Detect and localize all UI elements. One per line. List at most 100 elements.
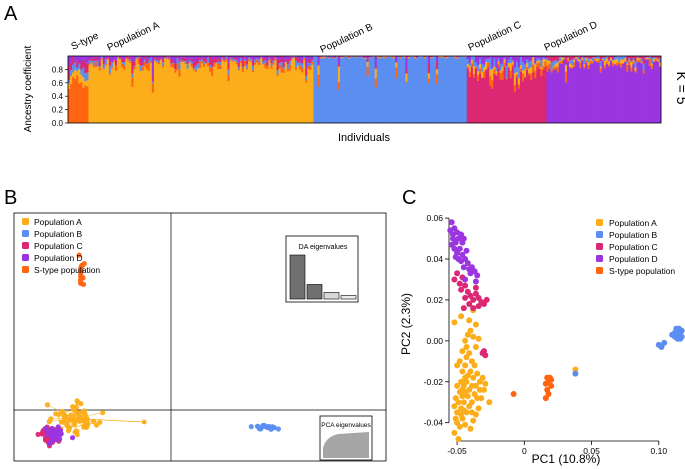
- admixture-bar-population-a-pop_d: [186, 56, 189, 62]
- admixture-bar-population-b-pop_d: [317, 56, 320, 65]
- admixture-bar-population-c-pop_b: [515, 61, 519, 73]
- dapc-point-population-a-outlier: [141, 419, 147, 425]
- pca-point-population-c: [483, 296, 490, 303]
- admixture-bar-population-a-pop_d: [284, 56, 288, 60]
- admixture-bar-population-c-pop_b: [483, 64, 486, 68]
- admixture-bar-population-a-pop_c: [286, 59, 290, 65]
- admixture-bar-population-d-s_type: [605, 62, 609, 64]
- group-label-population-b: Population B: [319, 22, 375, 56]
- admixture-bar-population-a-pop_c: [96, 59, 100, 61]
- admixture-bar-population-d-pop_b: [646, 57, 650, 58]
- admixture-bar-population-a-s_type: [249, 60, 253, 62]
- admixture-bar-population-b-pop_c: [436, 61, 439, 70]
- admixture-bar-population-d-pop_c: [583, 56, 586, 58]
- admixture-bar-population-a-pop_c: [245, 60, 249, 65]
- admixture-bar-population-a-s_type: [223, 60, 226, 63]
- admixture-bar-population-a-pop_b: [254, 59, 257, 63]
- admixture-bar-population-d-pop_c: [626, 56, 629, 62]
- admixture-bar-population-d-pop_a: [605, 58, 609, 62]
- admixture-bar-population-a-pop_d: [129, 56, 132, 58]
- dapc-legend-label-population-a: Population A: [34, 217, 82, 227]
- admixture-bar-population-d-s_type: [560, 60, 564, 65]
- admixture-bar-population-c-s_type: [517, 84, 521, 89]
- admixture-bar-population-d-pop_a: [603, 60, 607, 66]
- pca-point-population-b: [661, 339, 668, 346]
- admixture-bar-s-type-s_type: [84, 85, 87, 123]
- admixture-bar-population-d-pop_c: [640, 56, 643, 59]
- admixture-bar-population-c-pop_d: [474, 56, 478, 63]
- admixture-bar-population-d-pop_b: [626, 61, 629, 64]
- admixture-bar-population-d-pop_c: [581, 56, 584, 58]
- admixture-bar-population-a-pop_c: [94, 56, 97, 62]
- admixture-bar-population-d-pop_b: [607, 60, 611, 62]
- admixture-bar-population-c-s_type: [466, 66, 470, 69]
- pca-point-population-a: [468, 409, 475, 416]
- admixture-bar-population-b-pop_c: [354, 56, 357, 57]
- pca-point-population-c: [460, 305, 467, 312]
- pca-point-population-a: [474, 395, 481, 402]
- admixture-bar-population-b-s_type: [427, 78, 431, 83]
- admixture-bar-population-c-pop_c: [499, 79, 502, 123]
- admixture-bar-population-d-s_type: [628, 61, 631, 65]
- admixture-bar-population-d-pop_b: [581, 57, 584, 59]
- admixture-bar-population-b-pop_b: [329, 56, 333, 124]
- dapc-point-population-b: [266, 424, 272, 431]
- admixture-bar-population-a-pop_a: [160, 60, 163, 123]
- admixture-bar-population-c-pop_d: [540, 56, 543, 61]
- admixture-bar-population-a-pop_b: [270, 63, 273, 67]
- admixture-bar-population-c-s_type: [495, 73, 498, 76]
- pca-point-population-a: [452, 415, 459, 422]
- admixture-bar-population-d-s_type: [642, 70, 645, 74]
- admixture-bar-population-a-pop_b: [209, 65, 212, 68]
- admixture-bar-population-d-s_type: [618, 61, 621, 65]
- admixture-bar-population-c-pop_d: [481, 56, 484, 64]
- admixture-bar-population-c-pop_d: [483, 56, 486, 65]
- dapc-point-population-a: [97, 419, 103, 425]
- admixture-bar-population-d-pop_d: [630, 71, 633, 123]
- dapc-point-s-type-population: [78, 274, 84, 280]
- dapc-point-population-a: [73, 418, 79, 424]
- admixture-bar-population-a-pop_a: [176, 70, 179, 123]
- admixture-bar-population-d-pop_b: [640, 58, 643, 62]
- group-label-s-type: S-type: [70, 30, 101, 52]
- admixture-bar-population-a-pop_d: [115, 56, 118, 61]
- admixture-bar-s-type-pop_a: [68, 83, 71, 89]
- admixture-bar-population-d-pop_a: [636, 57, 639, 61]
- admixture-bar-population-c-pop_d: [497, 56, 500, 59]
- admixture-bar-population-a-pop_d: [160, 56, 163, 58]
- admixture-bar-population-a-pop_b: [309, 63, 312, 67]
- admixture-bar-population-a-pop_a: [184, 64, 187, 123]
- admixture-bar-population-c-pop_c: [481, 77, 484, 123]
- admixture-bar-population-c-pop_c: [501, 79, 504, 123]
- admixture-bar-population-b-pop_d: [436, 56, 439, 62]
- pca-point-population-a: [462, 362, 469, 369]
- admixture-bar-population-a-pop_b: [286, 64, 290, 69]
- admixture-bar-population-b-s_type: [382, 57, 386, 59]
- group-label-population-a: Population A: [106, 20, 162, 54]
- admixture-bar-population-a-pop_d: [297, 56, 300, 59]
- admixture-bar-population-d-pop_d: [593, 60, 596, 123]
- admixture-bar-population-a-pop_d: [147, 56, 151, 60]
- admixture-bar-population-d-pop_c: [650, 56, 654, 58]
- admixture-bar-population-b-pop_b: [434, 56, 437, 124]
- admixture-bar-population-a-pop_a: [219, 69, 222, 123]
- admixture-bar-population-b-pop_a: [456, 57, 459, 59]
- admixture-bar-population-a-pop_b: [127, 58, 130, 60]
- admixture-bar-population-c-s_type: [540, 68, 543, 76]
- admixture-bar-population-a-pop_c: [252, 60, 255, 66]
- admixture-bar-population-b-pop_d: [374, 56, 378, 67]
- admixture-bar-population-a-pop_b: [221, 57, 224, 60]
- da-eigenvalue-bars: [289, 254, 357, 300]
- admixture-bar-population-c-pop_c: [505, 79, 508, 123]
- admixture-bar-population-b-pop_a: [366, 61, 369, 67]
- admixture-bar-population-a-s_type: [131, 77, 134, 87]
- pca-y-tick-label: 0.06: [426, 213, 443, 223]
- admixture-bar-population-b-pop_b: [423, 58, 427, 123]
- admixture-bar-population-a-s_type: [280, 66, 284, 73]
- admixture-bar-population-a-pop_b: [143, 59, 147, 62]
- admixture-bar-population-a-pop_a: [233, 61, 237, 123]
- pca-point-population-a: [455, 436, 462, 442]
- admixture-bar-population-a-pop_a: [241, 71, 245, 123]
- dapc-point-population-a: [46, 419, 52, 425]
- admixture-bar-population-d-pop_a: [638, 58, 641, 60]
